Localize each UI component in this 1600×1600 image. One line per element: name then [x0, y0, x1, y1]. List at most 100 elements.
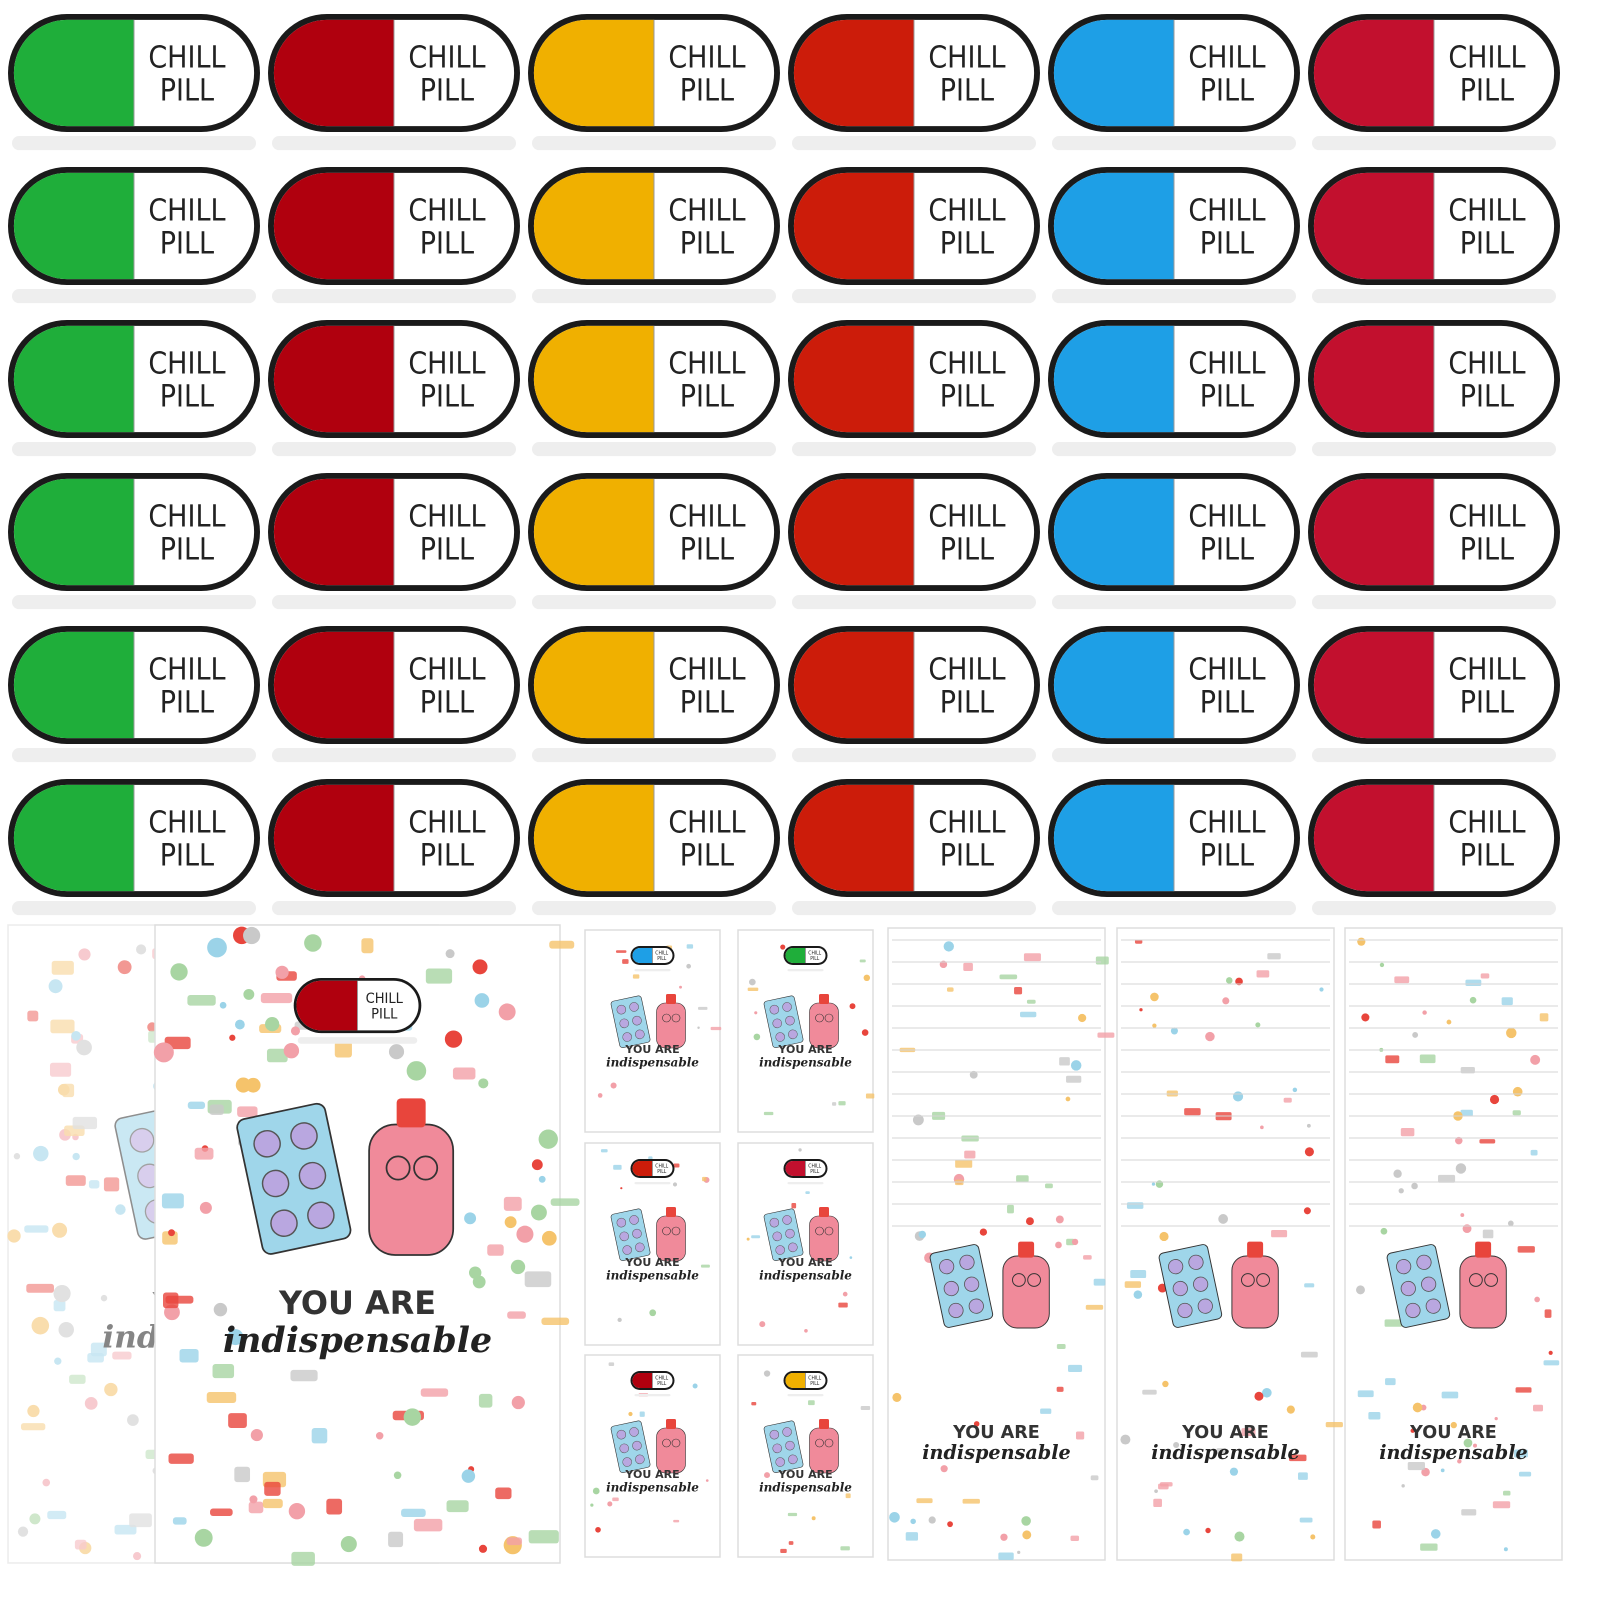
pattern-shape: [478, 1393, 493, 1408]
pin-label: CHILL: [408, 40, 485, 75]
bottle-cap: [1018, 1241, 1035, 1258]
pattern-shape: [999, 974, 1018, 980]
pin-shadow: [1052, 442, 1296, 457]
bottle: [368, 1123, 455, 1256]
pattern-shape: [838, 1302, 848, 1308]
pattern-shape: [212, 1364, 235, 1379]
tablet: [1421, 1276, 1437, 1292]
pattern-dot: [1154, 1489, 1158, 1493]
pin-shadow: [1052, 748, 1296, 763]
pattern-shape: [47, 1510, 67, 1520]
glasses: [824, 1226, 834, 1236]
bottle: [656, 1427, 686, 1474]
pin-shadow: [792, 442, 1036, 457]
bottle-cap: [819, 994, 829, 1004]
pattern-shape: [1283, 1097, 1292, 1103]
pattern-dot: [1071, 1238, 1079, 1246]
pin-label: CHILL: [655, 1376, 668, 1382]
tablet: [1193, 1276, 1209, 1292]
pin-color: [632, 1161, 653, 1176]
pin-color: [1313, 325, 1434, 433]
bottle-cap: [666, 994, 676, 1004]
pattern-dot: [133, 1552, 142, 1561]
bottle: [809, 1215, 839, 1262]
pattern-shape: [262, 1498, 283, 1509]
pattern-shape: [112, 1351, 132, 1360]
pattern-shape: [791, 1203, 797, 1209]
pattern-dot: [617, 1317, 622, 1323]
pin-label: PILL: [1200, 532, 1254, 567]
pattern-dot: [510, 1259, 526, 1275]
pattern-shape: [1438, 1174, 1456, 1183]
tablet: [775, 1032, 785, 1042]
tablet: [785, 1228, 795, 1239]
tablet: [1400, 1280, 1416, 1297]
pattern-dot: [1489, 1094, 1500, 1105]
pattern-dot: [393, 1471, 402, 1480]
pattern-dot: [79, 1541, 92, 1555]
bottle-cap: [819, 1419, 829, 1429]
pattern-dot: [597, 1093, 603, 1098]
pattern-dot: [472, 959, 488, 975]
pin-label: PILL: [160, 226, 214, 261]
pattern-dot: [1234, 1531, 1245, 1542]
pin-label: CHILL: [148, 193, 225, 228]
pattern-dot: [1503, 1547, 1508, 1552]
pattern-shape: [549, 940, 575, 949]
tablet: [772, 1018, 782, 1029]
pattern-dot: [42, 1478, 51, 1487]
glasses: [1256, 1273, 1270, 1287]
pin-color: [632, 1373, 653, 1388]
tablet: [1177, 1302, 1193, 1319]
pin-label: PILL: [680, 532, 734, 567]
pattern-dot: [1183, 1528, 1190, 1536]
pattern-dot: [283, 1043, 300, 1059]
pattern-shape: [1492, 1501, 1511, 1509]
pin-shadow: [532, 136, 776, 151]
pin-label: CHILL: [928, 40, 1005, 75]
pattern-shape: [210, 1508, 233, 1516]
pin-label: PILL: [680, 226, 734, 261]
pattern-dot: [53, 1284, 71, 1303]
pin-color: [785, 1161, 806, 1176]
pattern-dot: [649, 1309, 657, 1317]
glasses: [1484, 1273, 1498, 1287]
pin-shadow: [634, 969, 671, 972]
pin-shadow: [532, 289, 776, 304]
pattern-dot: [1055, 1241, 1062, 1249]
pattern-dot: [275, 965, 289, 979]
pattern-dot: [1255, 1022, 1261, 1028]
pattern-shape: [859, 959, 866, 963]
pin-shadow: [1052, 901, 1296, 916]
pattern-dot: [804, 1329, 808, 1333]
glasses: [1027, 1273, 1041, 1287]
pin-label: CHILL: [1448, 40, 1525, 75]
tablet: [261, 1169, 290, 1198]
tablet: [619, 1443, 629, 1454]
pattern-dot: [27, 1404, 40, 1418]
pin-shadow: [792, 595, 1036, 610]
pin-shadow: [787, 1394, 824, 1397]
pattern-shape: [1400, 1127, 1415, 1137]
pattern-shape: [916, 1498, 933, 1504]
pin-color: [533, 325, 654, 433]
tablet: [785, 1440, 795, 1451]
pattern-shape: [751, 1401, 757, 1406]
pattern-shape: [780, 1548, 787, 1553]
pattern-dot: [57, 1083, 70, 1096]
pin-shadow: [272, 595, 516, 610]
card-headline: YOU ARE: [624, 1256, 679, 1269]
pattern-dot: [136, 944, 147, 955]
card-headline: YOU ARE: [1181, 1423, 1269, 1443]
pattern-shape: [388, 1531, 404, 1548]
pattern-dot: [1430, 1529, 1441, 1539]
